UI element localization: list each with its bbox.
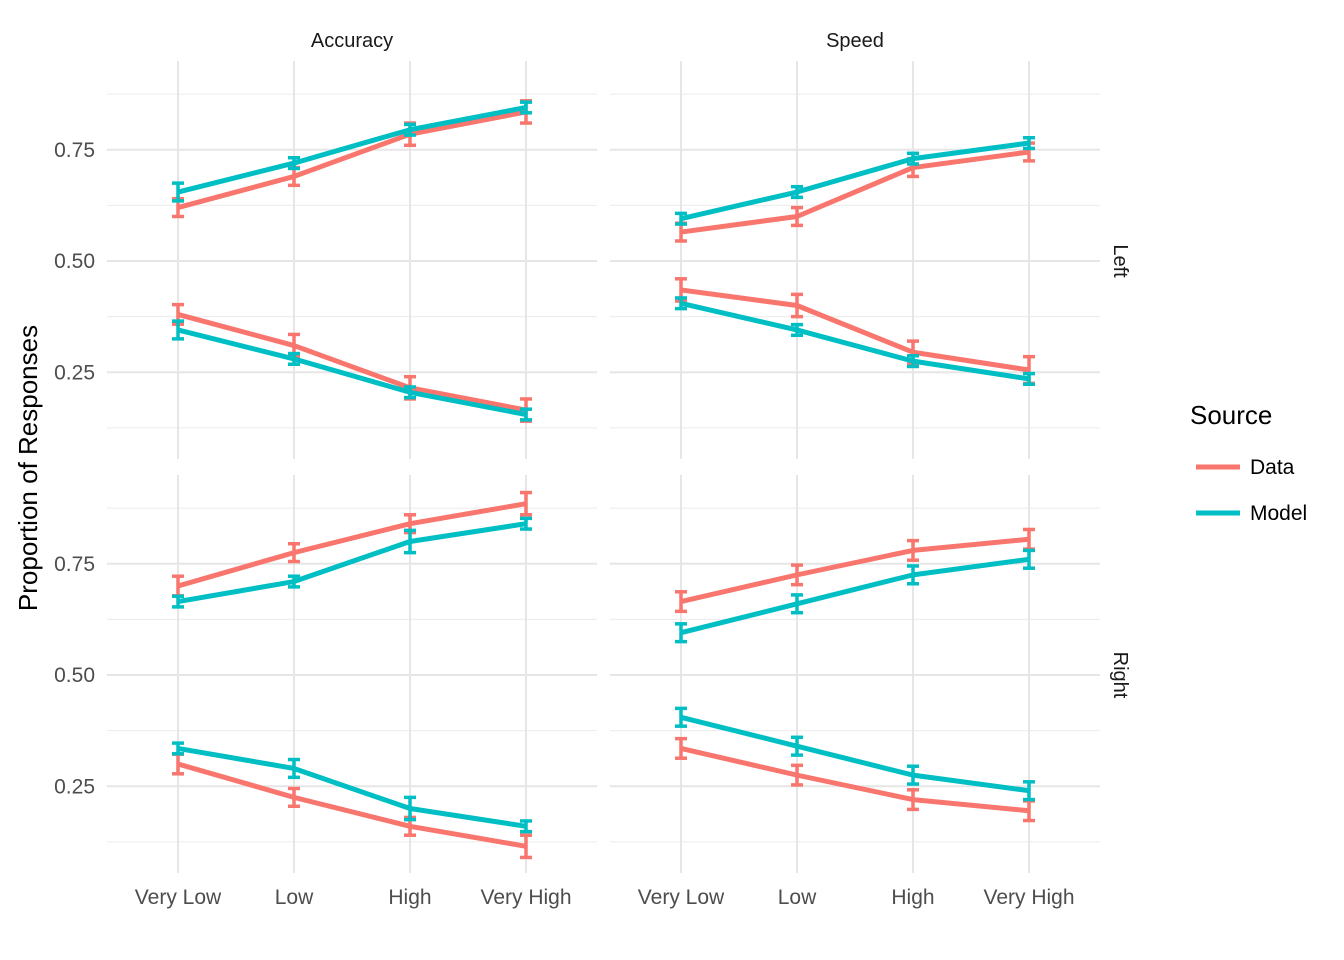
y-axis-title: Proportion of Responses <box>13 325 43 611</box>
panel-accuracy-left <box>107 61 597 459</box>
x-tick-label: Very High <box>983 886 1074 909</box>
series-model-3 <box>675 706 1035 802</box>
y-tick-label: 0.75 <box>54 553 95 576</box>
panel-accuracy-right <box>107 475 597 873</box>
y-tick-label: 0.50 <box>54 250 95 273</box>
y-tick-label: 0.50 <box>54 664 95 687</box>
x-tick-label: High <box>388 886 431 909</box>
series-line <box>177 761 527 849</box>
series-line <box>177 109 527 211</box>
series-line <box>680 745 1030 814</box>
series-line <box>177 521 527 605</box>
legend-title: Source <box>1190 400 1272 430</box>
series-line <box>680 300 1030 382</box>
y-tick-label: 0.75 <box>54 139 95 162</box>
x-tick-label: Low <box>275 886 314 909</box>
series-line <box>177 501 527 589</box>
series-line <box>680 140 1030 222</box>
series-model-3 <box>172 319 532 422</box>
series-line <box>177 311 527 413</box>
series-model-1 <box>675 548 1035 644</box>
series-data-0 <box>675 141 1035 243</box>
series-model-3 <box>675 296 1035 387</box>
series-model-1 <box>675 135 1035 226</box>
x-tick-label: Low <box>778 886 817 909</box>
series-line <box>177 327 527 417</box>
panels-layer: 0.25 0.50 0.75 0.25 0.50 0.75 Very Low Low High V… <box>54 61 1100 909</box>
series-line <box>177 105 527 195</box>
panel-speed-left <box>610 61 1100 459</box>
series-line <box>177 745 527 829</box>
series-line <box>680 287 1030 373</box>
series-line <box>680 536 1030 605</box>
x-tick-label: High <box>891 886 934 909</box>
legend-label-model: Model <box>1250 502 1307 525</box>
series-model-1 <box>172 100 532 203</box>
series-line <box>680 149 1030 235</box>
y-tick-label: 0.25 <box>54 361 95 384</box>
series-model-3 <box>172 741 532 834</box>
facet-label-right: Right <box>1109 652 1131 699</box>
x-tick-label: Very High <box>480 886 571 909</box>
y-tick-label: 0.25 <box>54 775 95 798</box>
facet-label-left: Left <box>1109 244 1131 278</box>
series-data-2 <box>675 277 1035 386</box>
series-data-0 <box>675 527 1035 614</box>
facet-label-accuracy: Accuracy <box>311 30 393 52</box>
series-line <box>680 556 1030 636</box>
series-line <box>680 714 1030 794</box>
x-tick-label: Very Low <box>135 886 222 909</box>
series-model-1 <box>172 516 532 609</box>
panel-speed-right <box>610 475 1100 873</box>
series-data-2 <box>675 736 1035 823</box>
legend-label-data: Data <box>1250 456 1295 479</box>
x-tick-label: Very Low <box>638 886 725 909</box>
legend: Source Data Model <box>1190 400 1307 525</box>
facet-label-speed: Speed <box>826 30 884 52</box>
